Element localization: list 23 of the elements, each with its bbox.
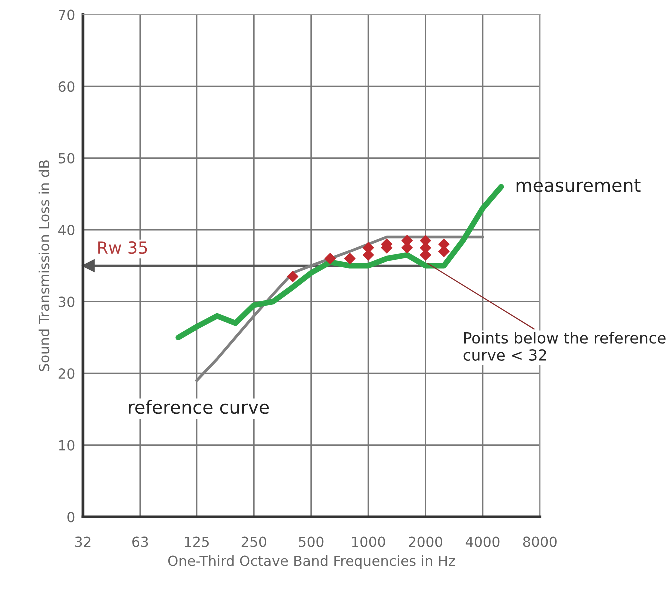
series-label: measurement: [516, 179, 641, 192]
x-tick-label: 500: [299, 536, 324, 548]
y-tick-label: 60: [58, 82, 75, 92]
y-tick-label: 40: [58, 225, 75, 236]
x-tick-label: 4000: [466, 536, 500, 548]
x-tick-label: 63: [132, 536, 148, 548]
y-tick-label: 70: [59, 10, 75, 20]
y-tick-label: 0: [68, 512, 75, 523]
x-tick-label: 32: [75, 536, 91, 548]
series-label: reference curve: [129, 400, 270, 414]
ref-line-label: Rw 35: [98, 242, 148, 254]
y-tick-label: 50: [58, 153, 75, 164]
y-axis-title: Sound Transmission Loss in dB: [38, 160, 50, 372]
x-axis-title: One-Third Octave Band Frequencies in Hz: [168, 556, 456, 569]
annotation: Points below the reference curve < 32: [464, 332, 666, 362]
x-tick-label: 1000: [352, 536, 386, 548]
x-tick-label: 125: [185, 536, 209, 548]
x-tick-label: 8000: [523, 536, 557, 548]
y-tick-label: 10: [59, 440, 75, 451]
x-tick-label: 2000: [409, 536, 443, 548]
x-tick-label: 250: [242, 536, 266, 548]
y-tick-label: 30: [58, 296, 75, 308]
y-tick-label: 20: [58, 368, 75, 380]
